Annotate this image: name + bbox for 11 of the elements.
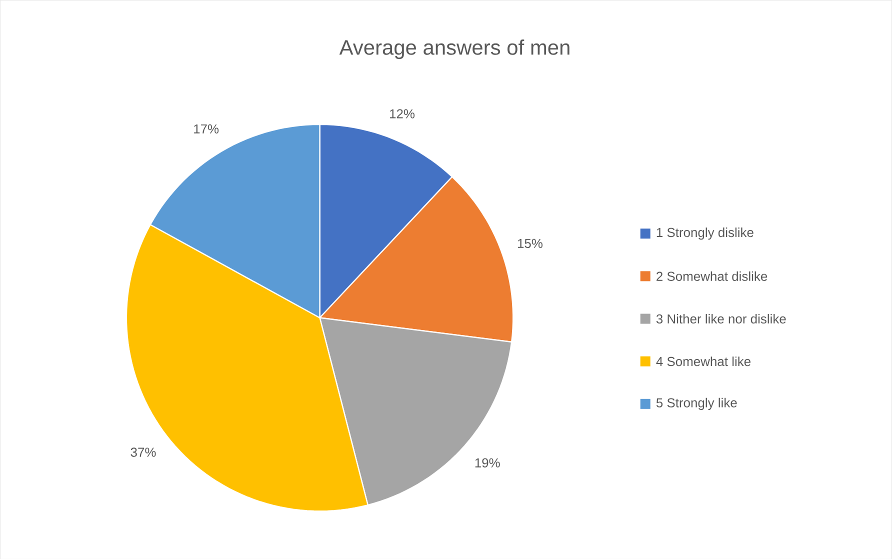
data-label: 15% [518,238,543,248]
legend-label: 2 Somewhat dislike [656,271,768,281]
legend-label: 1 Strongly dislike [656,227,754,240]
chart-title: Average answers of men [339,39,570,59]
data-label: 37% [130,447,156,457]
legend-label: 5 Strongly like [656,398,737,410]
legend-label: 3 Nither like nor dislike [656,314,786,324]
legend-label: 4 Somewhat like [656,356,750,366]
data-label: 12% [390,109,415,118]
data-label: 17% [194,124,219,134]
data-label: 19% [475,458,500,468]
